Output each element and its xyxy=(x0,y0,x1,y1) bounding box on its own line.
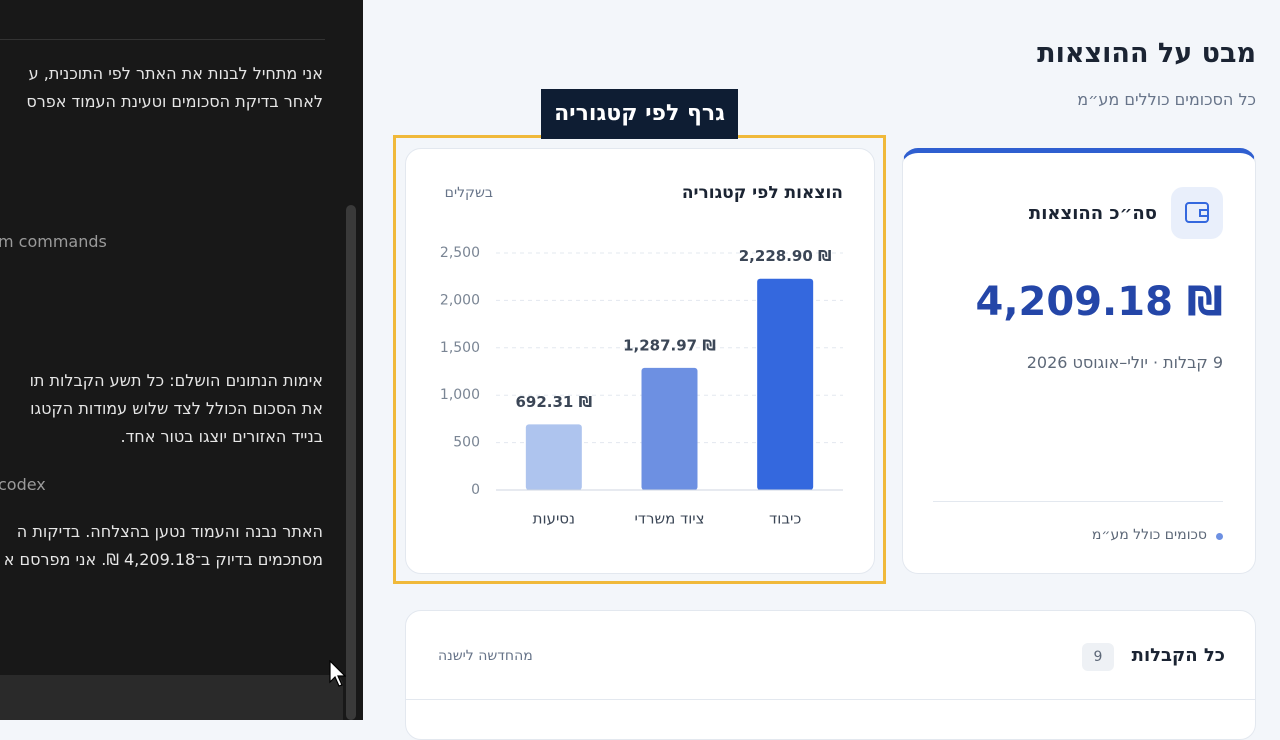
total-meta: 9 קבלות · יולי–אוגוסט 2026 xyxy=(1026,353,1223,372)
section-label: codex xyxy=(0,475,46,494)
message-line: לאחר בדיקת הסכומים וטעינת העמוד אפרס xyxy=(26,92,323,111)
y-tick-label: 1,000 xyxy=(440,387,480,403)
message-line: את הסכום הכולל לצד שלוש עמודות הקטגו xyxy=(30,399,323,418)
input-box[interactable] xyxy=(0,675,343,720)
highlight-label: גרף לפי קטגוריה xyxy=(541,89,738,139)
chart-card: הוצאות לפי קטגוריה בשקלים 0 500 1,000 1,500… xyxy=(405,148,875,574)
total-title: סה״כ ההוצאות xyxy=(1028,203,1157,224)
x-tick-label: ציוד משרדי xyxy=(634,510,704,528)
chart-title: הוצאות לפי קטגוריה xyxy=(682,183,843,203)
chart: הוצאות לפי קטגוריה בשקלים 0 500 1,000 1,500… xyxy=(440,183,843,528)
conversation-panel: אני מתחיל לבנות את האתר לפי התוכנית, ע ל… xyxy=(0,0,363,720)
receipts-count: 9 xyxy=(1082,643,1114,671)
total-footer: סכומים כולל מע״מ xyxy=(1091,527,1207,543)
message-line: אימות הנתונים הושלם: כל תשע הקבלות תו xyxy=(29,371,323,390)
section-label: m commands xyxy=(0,232,107,251)
message-line: אני מתחיל לבנות את האתר לפי התוכנית, ע xyxy=(28,64,323,83)
scrollbar[interactable] xyxy=(346,205,356,720)
page-title: מבט על ההוצאות xyxy=(1037,38,1256,69)
bar xyxy=(757,278,814,490)
cursor xyxy=(329,660,346,687)
receipts-card: כל הקבלות 9 מהחדשה לישנה xyxy=(405,610,1256,740)
value-label: 692.31 ₪ xyxy=(515,393,592,411)
message-line: האתר נבנה והעמוד נטען בהצלחה. בדיקות ה xyxy=(16,522,323,541)
wallet-icon-bg xyxy=(1171,187,1223,239)
receipts-title: כל הקבלות xyxy=(1131,645,1225,666)
y-tick-label: 2,000 xyxy=(440,292,480,308)
chart-unit: בשקלים xyxy=(445,185,493,201)
y-tick-label: 1,500 xyxy=(440,340,480,356)
receipts-sort[interactable]: מהחדשה לישנה xyxy=(438,648,533,664)
bullet xyxy=(1216,533,1223,540)
y-tick-label: 0 xyxy=(471,482,480,498)
y-tick-label: 2,500 xyxy=(440,245,480,261)
x-tick-label: נסיעות xyxy=(533,510,575,528)
bar xyxy=(525,424,582,490)
message-line: בנייד האזורים יוצגו בטור אחד. xyxy=(120,427,323,446)
message-line: מסתכמים בדיוק ב־4,209.18 ₪. אני מפרסם א xyxy=(3,550,323,569)
page-subtitle: כל הסכומים כוללים מע״מ xyxy=(1077,90,1256,109)
bar xyxy=(641,367,698,490)
divider xyxy=(933,501,1223,502)
x-tick-label: כיבוד xyxy=(769,510,801,528)
value-label: 2,228.90 ₪ xyxy=(739,247,832,265)
total-card: סה״כ ההוצאות 4,209.18 ₪ 9 קבלות · יולי–א… xyxy=(902,148,1256,574)
wallet-icon xyxy=(1185,202,1209,223)
divider xyxy=(406,699,1255,700)
total-amount: 4,209.18 ₪ xyxy=(975,279,1223,325)
divider xyxy=(0,39,325,40)
value-label: 1,287.97 ₪ xyxy=(623,336,716,354)
y-tick-label: 500 xyxy=(453,435,480,451)
